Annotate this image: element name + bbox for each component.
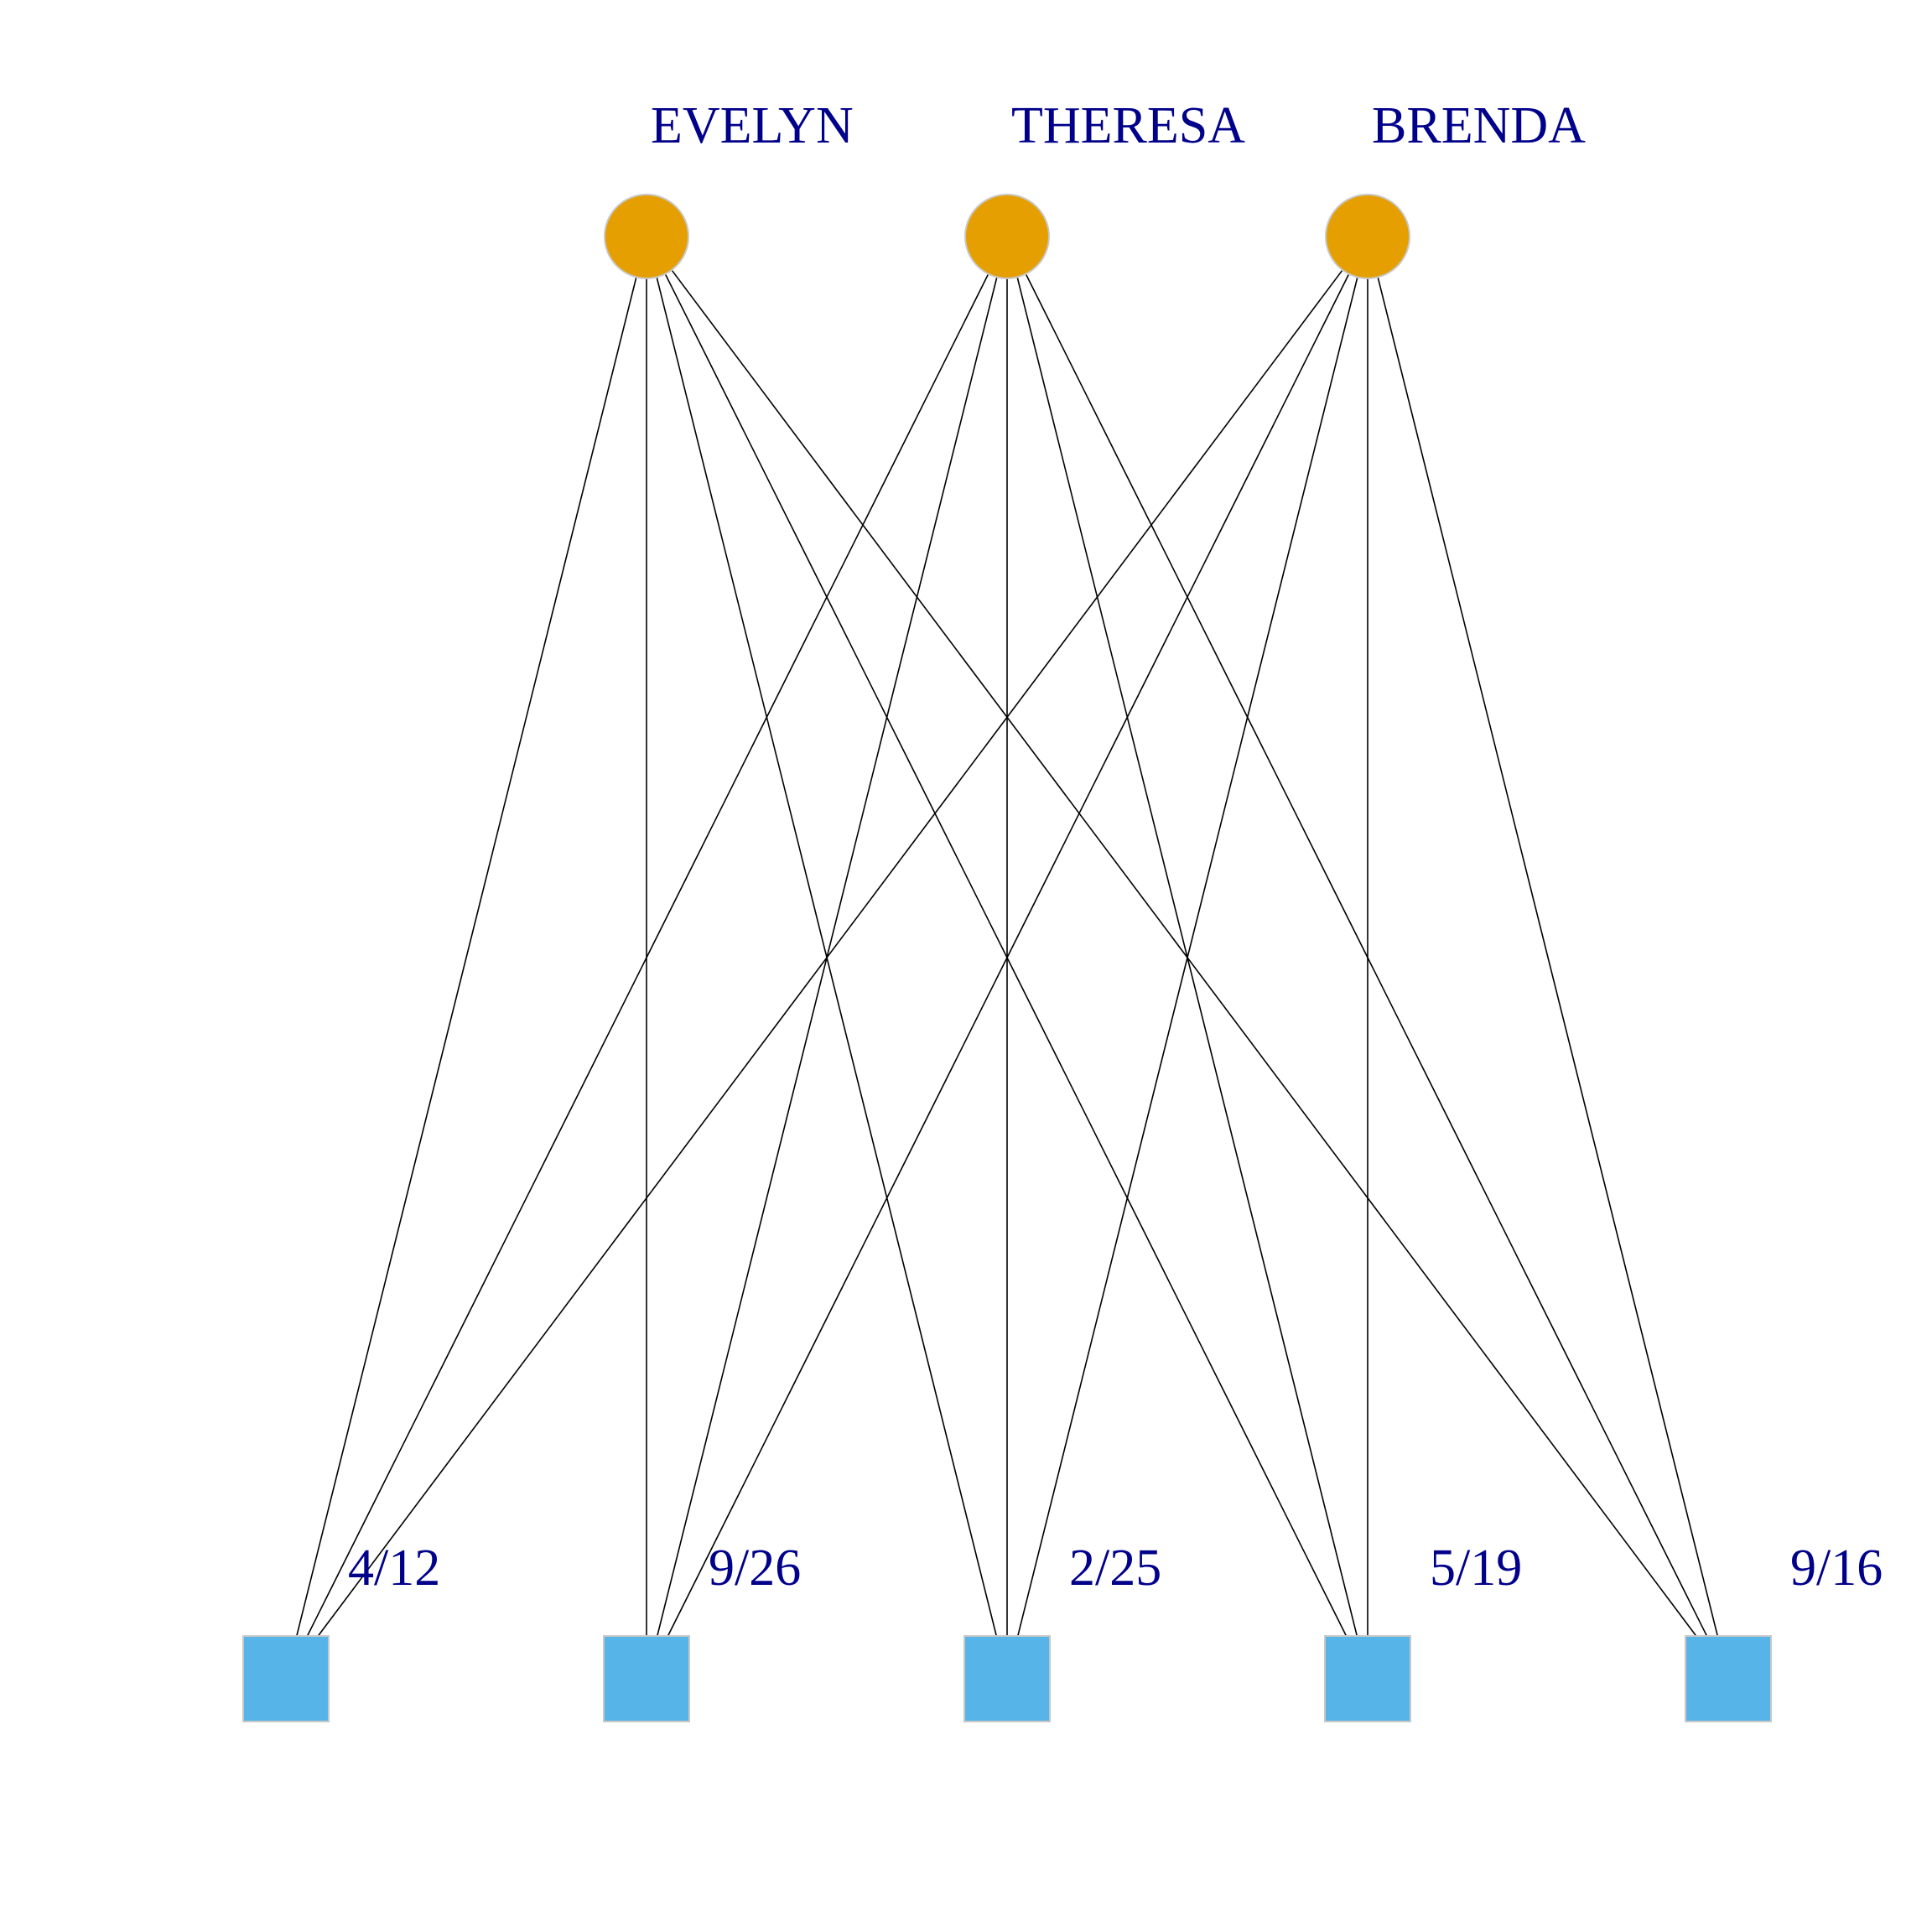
node-5-19 xyxy=(1324,1635,1411,1722)
edge-evelyn-9-16 xyxy=(671,270,1697,1637)
node-theresa xyxy=(964,194,1050,279)
edge-brenda-2-25 xyxy=(1017,278,1358,1637)
edge-theresa-4-12 xyxy=(306,274,989,1637)
edge-brenda-9-26 xyxy=(667,274,1349,1637)
edge-brenda-9-16 xyxy=(1377,278,1719,1637)
node-brenda xyxy=(1325,194,1410,279)
node-2-25 xyxy=(963,1635,1051,1722)
node-4-12 xyxy=(242,1635,330,1722)
node-label-evelyn: EVELYN xyxy=(651,97,854,154)
node-9-26 xyxy=(603,1635,690,1722)
node-label-9-26: 9/26 xyxy=(709,1540,801,1597)
labels-layer: EVELYN THERESA BRENDA 4/12 9/26 2/25 5/19 9/16 xyxy=(348,97,1883,1597)
node-label-5-19: 5/19 xyxy=(1430,1540,1522,1597)
edge-evelyn-4-12 xyxy=(296,278,637,1637)
node-label-4-12: 4/12 xyxy=(348,1540,440,1597)
node-evelyn xyxy=(604,194,689,279)
node-label-2-25: 2/25 xyxy=(1069,1540,1161,1597)
node-label-theresa: THERESA xyxy=(1011,97,1245,154)
edge-theresa-9-16 xyxy=(1026,274,1708,1637)
nodes-layer xyxy=(242,194,1772,1722)
edge-evelyn-5-19 xyxy=(665,274,1348,1637)
node-9-16 xyxy=(1685,1635,1772,1722)
node-label-9-16: 9/16 xyxy=(1790,1540,1883,1597)
edge-brenda-4-12 xyxy=(317,270,1343,1637)
edges-layer xyxy=(296,270,1719,1637)
node-label-brenda: BRENDA xyxy=(1372,97,1586,154)
